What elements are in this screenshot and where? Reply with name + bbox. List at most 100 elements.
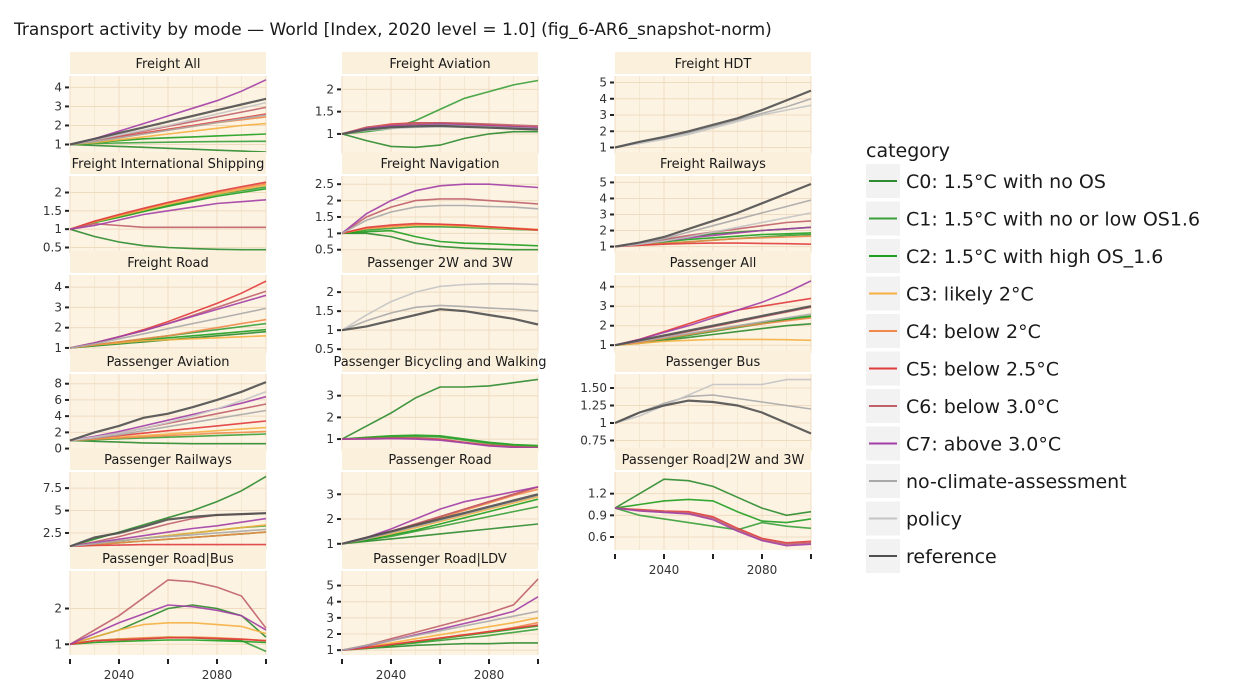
y-tick-label: 1 [326, 432, 334, 446]
series-lines [341, 378, 539, 449]
y-tick-label: 4 [54, 80, 62, 94]
y-tick-label: 1 [326, 323, 334, 337]
series-line-c0-1-5-c-with-no-os [341, 378, 539, 440]
y-tick-label: 0.6 [588, 530, 607, 544]
series-lines [341, 578, 539, 651]
y-axis: 1 2 3 4 [54, 80, 69, 151]
y-tick-label: 1.5 [315, 210, 334, 224]
series-line-c5-below-2-5-c [69, 181, 267, 230]
y-tick-label: 2 [54, 425, 62, 439]
y-tick-label: 2 [54, 602, 62, 616]
series-line-no-climate-assessment [69, 409, 267, 442]
y-tick-label: 0.5 [315, 342, 334, 356]
x-tick-label: 2040 [104, 668, 135, 680]
y-tick-label: 1.5 [315, 105, 334, 119]
legend-item-c5-below-2-5-c: C5: below 2.5°C [866, 351, 1059, 386]
y-tick-label: 4 [54, 409, 62, 423]
series-line-c7-above-3-0-c [69, 604, 267, 646]
y-tick-label: 2 [326, 82, 334, 96]
strip-background [342, 251, 538, 273]
strip-background [70, 547, 266, 569]
panel-title: Freight International Shipping [72, 157, 265, 172]
strip-background [70, 350, 266, 372]
panel-title: Passenger Bus [666, 355, 761, 370]
series-line-reference [341, 493, 539, 545]
legend-label: policy [906, 509, 962, 531]
strip-background [70, 448, 266, 470]
panel-title: Freight Road [127, 256, 209, 271]
y-tick-label: 2 [54, 321, 62, 335]
y-axis: 1 2 3 4 5 [326, 579, 341, 657]
x-axis: 2040 2080 [69, 659, 267, 680]
series-line-no-climate-assessment [341, 204, 539, 235]
series-line-policy [69, 391, 267, 442]
legend-label: C4: below 2°C [906, 321, 1041, 343]
y-axis: 0.5 1 1.5 2 2.5 [315, 177, 341, 257]
series-line-c4-below-2-c [69, 318, 267, 349]
panel-title: Passenger All [670, 256, 757, 271]
x-tick-label: 2040 [376, 668, 407, 680]
series-line-c4-below-2-c [69, 531, 267, 548]
y-axis: 0.75 1 1.25 1.50 [580, 381, 614, 448]
y-tick-label: 1 [599, 141, 607, 155]
series-lines [69, 579, 267, 653]
y-axis: 1 2 3 [326, 389, 341, 446]
y-tick-label: 4 [599, 191, 607, 205]
panel-title: Passenger Road [388, 453, 491, 468]
y-tick-label: 2 [326, 194, 334, 208]
series-line-policy [614, 104, 812, 149]
y-tick-label: 2.5 [43, 526, 62, 540]
y-tick-label: 1.25 [580, 399, 607, 413]
y-axis: 0.5 1 1.5 2 [43, 186, 69, 255]
series-line-c2-1-5-c-with-high-os-1-6 [69, 188, 267, 230]
series-lines [341, 79, 539, 149]
y-tick-label: 4 [599, 92, 607, 106]
gridlines [341, 176, 539, 253]
x-axis: 2040 2080 [614, 554, 812, 577]
series-line-no-climate-assessment [341, 304, 539, 331]
y-axis: 1 2 3 4 5 [599, 175, 614, 254]
series-lines [614, 280, 812, 347]
y-tick-label: 3 [599, 108, 607, 122]
series-line-c2-1-5-c-with-high-os-1-6 [69, 639, 267, 646]
series-line-c2-1-5-c-with-high-os-1-6 [341, 498, 539, 545]
legend-label: C6: below 3.0°C [906, 396, 1059, 418]
series-line-c2-1-5-c-with-high-os-1-6 [614, 498, 812, 524]
panel-title: Passenger Bicycling and Walking [334, 355, 547, 370]
y-tick-label: 4 [54, 280, 62, 294]
series-line-policy [614, 212, 812, 248]
panel-title: Passenger Aviation [106, 355, 229, 370]
strip-background [70, 52, 266, 74]
series-lines [69, 280, 267, 349]
y-axis: 0.6 0.9 1.2 [588, 487, 614, 544]
series-line-c7-above-3-0-c [614, 507, 812, 547]
series-line-reference [69, 381, 267, 442]
y-tick-label: 0.5 [43, 241, 62, 255]
panel-freight-road: Freight Road 1 2 3 4 [54, 251, 267, 355]
panel-title: Passenger Railways [104, 453, 232, 468]
gridlines [614, 374, 812, 451]
series-line-c7-above-3-0-c [69, 517, 267, 548]
y-tick-label: 1 [599, 240, 607, 254]
y-tick-label: 3 [599, 299, 607, 313]
panel-title: Passenger Road|2W and 3W [622, 453, 805, 468]
legend-item-reference: reference [866, 539, 997, 573]
panel-passenger-2w-and-3w: Passenger 2W and 3W 0.5 1 1.5 2 [315, 251, 539, 356]
x-tick-label: 2080 [202, 668, 233, 680]
panel-title: Passenger Road|LDV [373, 552, 507, 567]
legend-label: no-climate-assessment [906, 471, 1127, 493]
series-lines [614, 89, 812, 149]
gridlines [69, 571, 267, 655]
series-lines [69, 381, 267, 445]
legend-label: reference [906, 546, 997, 568]
series-lines [341, 486, 539, 545]
series-line-c5-below-2-5-c [614, 242, 812, 248]
series-line-c5-below-2-5-c [69, 543, 266, 548]
x-tick-label: 2040 [649, 563, 680, 577]
panel-passenger-railways: Passenger Railways 2.5 5 7.5 [43, 448, 267, 550]
series-line-c3-likely-2-c [341, 617, 539, 651]
y-tick-label: 1.5 [315, 304, 334, 318]
